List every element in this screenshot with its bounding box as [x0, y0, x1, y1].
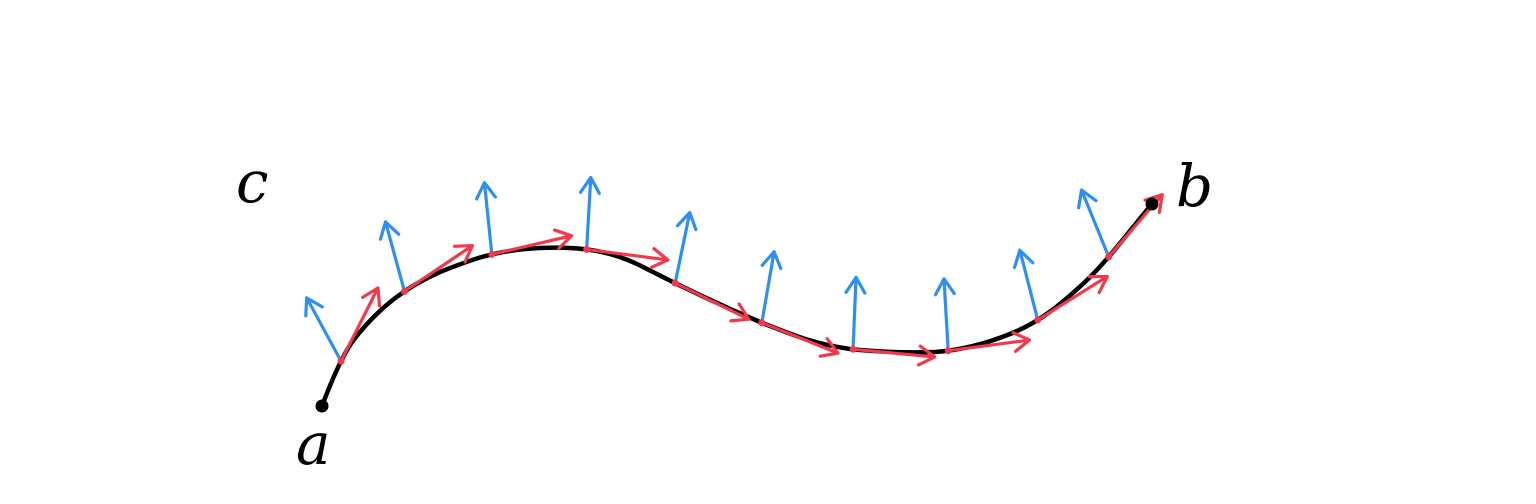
tangent-arrow — [490, 228, 574, 256]
normal-arrow — [844, 275, 867, 351]
normal-arrow — [1077, 188, 1111, 259]
tangent-arrow — [402, 243, 475, 293]
tangent-arrow — [760, 321, 840, 358]
sample-point — [400, 287, 408, 295]
tangent-arrow — [1036, 274, 1109, 322]
sample-point — [671, 279, 679, 287]
end-point — [1145, 197, 1159, 211]
tangent-arrow — [946, 331, 1032, 353]
normal-arrow — [578, 175, 601, 252]
sample-point — [849, 345, 857, 353]
start-point — [315, 399, 329, 413]
normal-arrow — [1012, 248, 1040, 322]
vector-field — [304, 175, 1164, 367]
end-label: b — [1176, 152, 1213, 220]
tangent-arrow — [851, 344, 937, 367]
normal-arrow — [673, 211, 698, 285]
sample-point — [758, 319, 766, 327]
sample-point — [1105, 253, 1113, 261]
sample-point — [337, 357, 345, 365]
normal-arrow — [760, 250, 783, 325]
sample-point — [583, 245, 591, 253]
tangent-arrow — [673, 281, 751, 323]
normal-arrow — [304, 296, 343, 363]
tangent-arrow — [339, 286, 382, 363]
normal-arrow — [378, 220, 407, 293]
normal-arrow — [475, 181, 497, 256]
sample-point — [1034, 316, 1042, 324]
tangent-arrow — [585, 247, 670, 269]
curve-path — [319, 201, 1155, 409]
sample-point — [488, 250, 496, 258]
curve-label: c — [236, 148, 268, 216]
normal-arrow — [933, 277, 956, 353]
start-label: a — [296, 410, 331, 478]
sample-point — [944, 347, 952, 355]
